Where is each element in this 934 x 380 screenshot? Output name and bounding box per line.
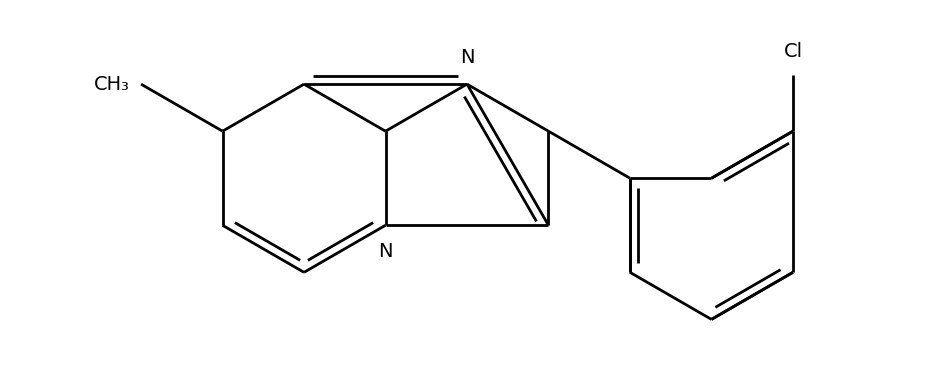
Text: N: N bbox=[460, 48, 474, 67]
Text: CH₃: CH₃ bbox=[94, 74, 130, 93]
Text: N: N bbox=[378, 242, 393, 261]
Text: Cl: Cl bbox=[784, 42, 802, 61]
